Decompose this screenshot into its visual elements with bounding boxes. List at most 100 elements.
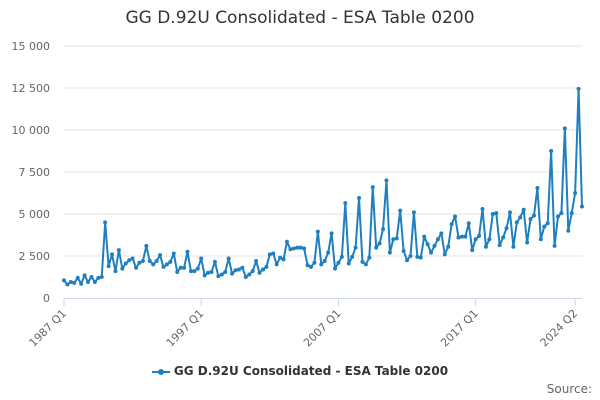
data-point[interactable]	[391, 237, 396, 242]
data-point[interactable]	[65, 282, 70, 287]
data-point[interactable]	[154, 259, 159, 264]
data-point[interactable]	[110, 252, 115, 257]
data-point[interactable]	[446, 244, 451, 249]
data-point[interactable]	[62, 278, 66, 283]
data-point[interactable]	[463, 234, 468, 239]
data-point[interactable]	[453, 214, 458, 219]
data-point[interactable]	[487, 237, 492, 242]
data-point[interactable]	[552, 243, 557, 248]
data-point[interactable]	[250, 269, 255, 274]
data-point[interactable]	[394, 236, 399, 241]
data-point[interactable]	[542, 224, 547, 229]
data-point[interactable]	[274, 262, 279, 267]
data-point[interactable]	[257, 270, 262, 275]
data-point[interactable]	[89, 275, 94, 279]
data-point[interactable]	[580, 204, 584, 209]
data-point[interactable]	[353, 245, 358, 250]
data-point[interactable]	[497, 243, 502, 248]
data-point[interactable]	[195, 266, 200, 271]
data-point[interactable]	[387, 250, 392, 255]
data-point[interactable]	[432, 243, 437, 248]
data-point[interactable]	[456, 235, 461, 240]
data-point[interactable]	[312, 260, 317, 265]
data-point[interactable]	[151, 262, 156, 267]
data-point[interactable]	[442, 252, 447, 257]
data-point[interactable]	[422, 234, 427, 239]
data-point[interactable]	[305, 263, 310, 268]
data-point[interactable]	[140, 259, 145, 264]
data-point[interactable]	[569, 211, 574, 216]
data-point[interactable]	[182, 265, 187, 270]
data-point[interactable]	[106, 264, 111, 269]
data-point[interactable]	[384, 178, 389, 183]
data-point[interactable]	[147, 259, 152, 264]
data-point[interactable]	[401, 248, 406, 253]
data-point[interactable]	[336, 260, 341, 265]
data-point[interactable]	[511, 244, 516, 249]
data-point[interactable]	[483, 244, 488, 249]
data-point[interactable]	[549, 149, 554, 153]
data-point[interactable]	[202, 273, 207, 278]
data-point[interactable]	[535, 185, 540, 190]
data-point[interactable]	[278, 255, 283, 260]
data-point[interactable]	[490, 212, 495, 216]
data-point[interactable]	[192, 269, 197, 274]
data-point[interactable]	[339, 254, 344, 259]
data-point[interactable]	[494, 211, 499, 216]
data-point[interactable]	[216, 274, 221, 279]
data-point[interactable]	[562, 126, 567, 131]
data-point[interactable]	[308, 264, 313, 269]
data-point[interactable]	[480, 206, 485, 211]
data-point[interactable]	[302, 246, 307, 251]
data-point[interactable]	[264, 264, 269, 269]
data-point[interactable]	[477, 233, 482, 238]
data-point[interactable]	[134, 265, 139, 270]
data-point[interactable]	[158, 253, 163, 258]
data-point[interactable]	[545, 221, 550, 226]
data-point[interactable]	[168, 259, 173, 264]
data-point[interactable]	[473, 237, 478, 242]
data-point[interactable]	[367, 255, 372, 260]
data-point[interactable]	[501, 235, 506, 240]
data-point[interactable]	[199, 256, 204, 261]
data-point[interactable]	[295, 245, 300, 250]
data-point[interactable]	[514, 220, 519, 225]
data-point[interactable]	[260, 267, 265, 272]
data-point[interactable]	[521, 207, 526, 212]
data-point[interactable]	[329, 231, 334, 236]
data-point[interactable]	[92, 280, 97, 285]
data-point[interactable]	[357, 196, 362, 201]
data-point[interactable]	[164, 262, 169, 267]
data-point[interactable]	[120, 266, 125, 271]
data-point[interactable]	[398, 208, 403, 213]
data-point[interactable]	[408, 254, 413, 258]
data-point[interactable]	[271, 251, 276, 256]
data-point[interactable]	[555, 214, 560, 219]
data-point[interactable]	[284, 239, 289, 244]
data-point[interactable]	[116, 248, 121, 253]
data-point[interactable]	[236, 267, 241, 272]
data-point[interactable]	[518, 215, 523, 220]
data-point[interactable]	[291, 246, 296, 251]
data-point[interactable]	[528, 217, 533, 222]
data-point[interactable]	[82, 273, 87, 278]
data-point[interactable]	[425, 242, 430, 247]
data-point[interactable]	[374, 245, 379, 250]
data-point[interactable]	[240, 265, 245, 270]
data-point[interactable]	[566, 228, 571, 233]
data-point[interactable]	[377, 241, 382, 246]
data-point[interactable]	[343, 201, 348, 206]
data-point[interactable]	[175, 269, 180, 274]
data-point[interactable]	[363, 262, 368, 267]
data-point[interactable]	[123, 261, 128, 266]
data-point[interactable]	[281, 257, 286, 262]
data-point[interactable]	[573, 191, 578, 195]
data-point[interactable]	[418, 255, 423, 260]
data-point[interactable]	[466, 221, 471, 226]
data-point[interactable]	[507, 210, 512, 215]
data-point[interactable]	[230, 271, 235, 276]
data-point[interactable]	[531, 213, 536, 218]
data-point[interactable]	[319, 262, 324, 267]
data-point[interactable]	[333, 266, 338, 271]
data-point[interactable]	[525, 240, 530, 245]
